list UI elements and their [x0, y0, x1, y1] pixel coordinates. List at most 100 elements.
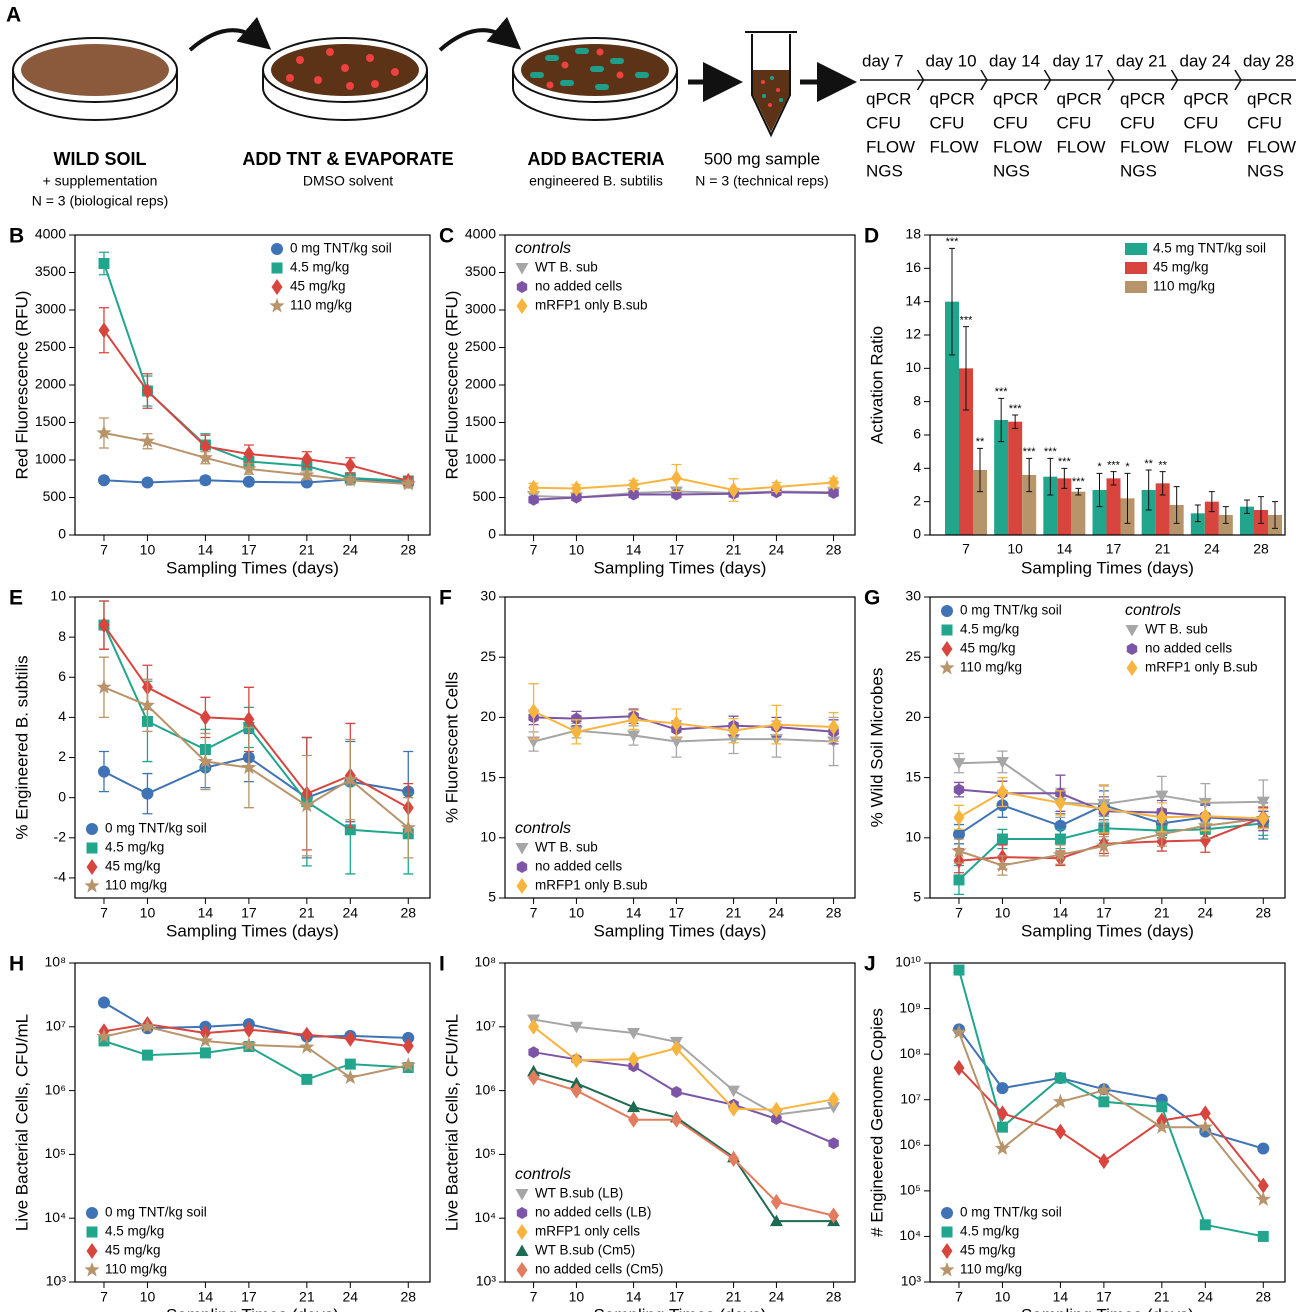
y-tick-label: 10⁵ — [45, 1145, 66, 1161]
marker — [1258, 1231, 1269, 1242]
marker — [671, 1112, 682, 1128]
marker — [771, 1194, 782, 1210]
step-note: N = 3 (technical reps) — [695, 173, 828, 189]
x-tick-label: 21 — [726, 905, 742, 921]
y-tick-label: 1500 — [35, 413, 66, 429]
x-tick-label: 17 — [1096, 1289, 1112, 1305]
y-tick-label: 1500 — [465, 413, 496, 429]
legend-label: 45 mg/kg — [105, 1243, 161, 1258]
bar — [1071, 492, 1085, 535]
marker — [98, 474, 110, 486]
marker — [142, 1050, 153, 1061]
panel-label: I — [439, 953, 445, 976]
y-tick-label: 10⁵ — [475, 1145, 496, 1161]
panel-label: A — [6, 4, 21, 27]
legend-label: 0 mg TNT/kg soil — [290, 241, 392, 256]
marker — [671, 470, 682, 486]
series-line — [534, 1052, 834, 1143]
petri-dish — [513, 38, 677, 120]
legend-label: 110 mg/kg — [105, 878, 167, 893]
panel-label: G — [864, 587, 880, 610]
y-tick-label: 0 — [58, 788, 66, 804]
x-tick-label: 28 — [1253, 541, 1269, 557]
assay: qPCR — [1247, 89, 1292, 108]
legend-label: 4.5 mg/kg — [290, 260, 349, 275]
legend-marker — [84, 878, 99, 893]
x-tick-label: 14 — [198, 905, 214, 921]
panel-label: E — [9, 587, 23, 610]
assay: NGS — [1120, 161, 1157, 180]
legend-label: 45 mg/kg — [1153, 260, 1209, 275]
x-tick-label: 21 — [1154, 905, 1170, 921]
legend-marker — [87, 859, 98, 875]
y-tick-label: 15 — [480, 768, 496, 784]
marker — [528, 1046, 538, 1058]
marker — [828, 1137, 838, 1149]
y-tick-label: 0 — [58, 526, 66, 542]
x-tick-label: 21 — [299, 905, 315, 921]
x-tick-label: 17 — [669, 542, 685, 558]
legend-label: 0 mg TNT/kg soil — [105, 1205, 207, 1220]
significance: * — [1125, 461, 1130, 473]
legend-marker — [516, 1189, 529, 1201]
y-tick-label: 10⁴ — [899, 1227, 921, 1243]
marker — [98, 766, 110, 778]
y-tick-label: 10⁶ — [475, 1081, 496, 1097]
x-tick-label: 14 — [626, 905, 642, 921]
significance: *** — [1009, 403, 1023, 415]
x-axis-label: Sampling Times (days) — [1021, 921, 1194, 940]
legend-label: 110 mg/kg — [105, 1262, 167, 1277]
x-tick-label: 10 — [995, 905, 1011, 921]
arrow — [440, 30, 512, 50]
x-tick-label: 7 — [100, 905, 108, 921]
y-tick-label: 8 — [58, 628, 66, 644]
legend-marker — [516, 843, 529, 855]
marker — [343, 1070, 358, 1084]
x-axis-label: Sampling Times (days) — [166, 921, 339, 940]
y-tick-label: 10⁶ — [45, 1081, 66, 1097]
y-tick-label: 12 — [905, 326, 921, 342]
x-tick-label: 10 — [569, 542, 585, 558]
legend-marker — [942, 1227, 953, 1238]
legend-swatch — [1125, 262, 1147, 274]
legend-label: no added cells (Cm5) — [535, 1262, 663, 1277]
significance: ** — [1158, 460, 1167, 472]
y-tick-label: -2 — [54, 829, 67, 845]
legend-label: no added cells (LB) — [535, 1205, 651, 1220]
timeline-day: day 17 — [1053, 51, 1104, 70]
legend-title: controls — [1125, 602, 1181, 619]
x-tick-label: 21 — [1154, 1289, 1170, 1305]
y-tick-label: 10³ — [901, 1273, 922, 1289]
y-tick-label: 10⁴ — [44, 1209, 66, 1225]
legend-marker — [517, 1262, 528, 1278]
marker — [200, 1047, 211, 1058]
significance: *** — [946, 236, 960, 248]
significance: *** — [1023, 446, 1037, 458]
x-axis-label: Sampling Times (days) — [594, 921, 767, 940]
timeline-day: day 21 — [1116, 51, 1167, 70]
y-tick-label: 3500 — [35, 263, 66, 279]
legend-marker — [942, 1243, 953, 1259]
assay: CFU — [993, 113, 1028, 132]
legend-marker — [87, 843, 98, 854]
significance: ** — [1144, 458, 1153, 470]
x-tick-label: 17 — [669, 905, 685, 921]
marker — [995, 1141, 1010, 1156]
y-tick-label: 2000 — [465, 376, 496, 392]
legend-label: 4.5 mg TNT/kg soil — [1153, 241, 1266, 256]
assay: FLOW — [993, 137, 1042, 156]
assay: FLOW — [1247, 137, 1296, 156]
legend-marker — [272, 279, 283, 295]
x-tick-label: 17 — [241, 542, 257, 558]
y-axis-label: Red Fluorescence (RFU) — [442, 291, 461, 480]
assay: qPCR — [993, 89, 1038, 108]
y-axis-label: % Wild Soil Microbes — [867, 668, 886, 828]
panel-label: F — [439, 587, 452, 610]
assay: NGS — [866, 161, 903, 180]
assay: CFU — [866, 113, 901, 132]
assay: CFU — [1057, 113, 1092, 132]
legend-marker — [517, 1224, 528, 1240]
x-tick-label: 21 — [299, 542, 315, 558]
legend-label: no added cells — [535, 859, 622, 874]
legend-label: 4.5 mg/kg — [105, 1224, 164, 1239]
